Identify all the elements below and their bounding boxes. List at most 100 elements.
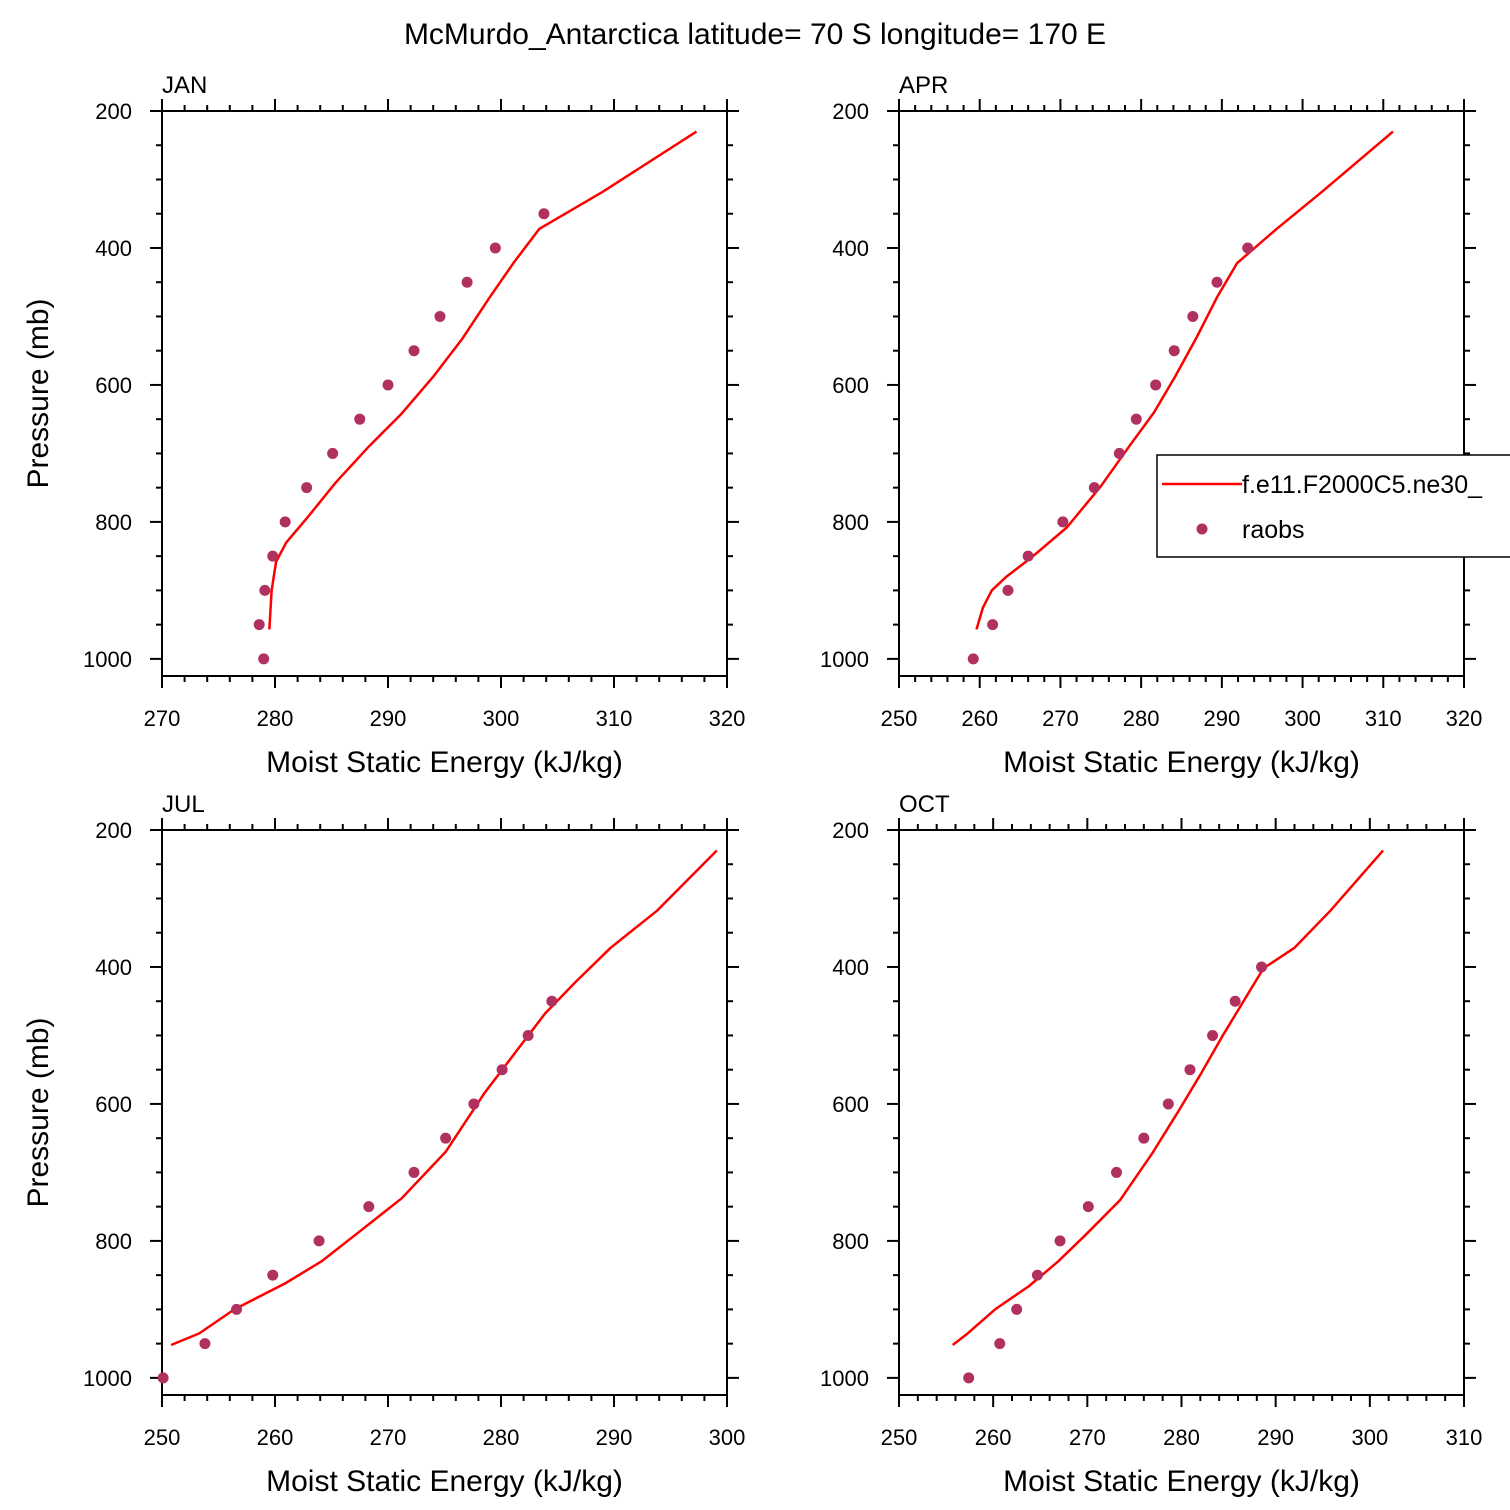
y-axis-title: Pressure (mb)	[22, 298, 55, 488]
raobs-point	[546, 995, 558, 1007]
x-tick-label: 310	[1446, 1425, 1483, 1450]
raobs-point	[354, 413, 366, 425]
raobs-point	[1088, 482, 1100, 494]
y-tick-label: 400	[95, 955, 132, 980]
panel-label: JAN	[162, 72, 207, 99]
raobs-point	[267, 1269, 279, 1281]
model-profile-line	[975, 130, 1394, 630]
y-tick-label: 800	[95, 510, 132, 535]
chart-panel-apr: 250 260 270 280 290 300 310 320 200 400 600 800 1000…	[820, 72, 1510, 779]
plot-frame	[161, 110, 728, 677]
raobs-point	[258, 653, 270, 665]
x-tick-label: 270	[144, 706, 181, 731]
plot-frame	[898, 829, 1465, 1396]
x-tick-label: 280	[257, 706, 294, 731]
y-tick-label: 400	[832, 236, 869, 261]
raobs-point	[434, 310, 446, 322]
raobs-point	[1242, 242, 1254, 254]
raobs-point	[408, 1166, 420, 1178]
raobs-point	[496, 1064, 508, 1076]
x-tick-label: 270	[1042, 706, 1079, 731]
raobs-point	[1162, 1098, 1174, 1110]
plot-frame	[161, 829, 728, 1396]
x-tick-label: 280	[483, 1425, 520, 1450]
raobs-point	[1187, 310, 1199, 322]
raobs-point	[313, 1235, 325, 1247]
y-tick-label: 200	[832, 818, 869, 843]
y-tick-label: 200	[95, 818, 132, 843]
panel-label: APR	[899, 72, 948, 99]
x-tick-label: 320	[1446, 706, 1483, 731]
raobs-point	[301, 482, 313, 494]
panel-label: JUL	[162, 791, 205, 818]
raobs-point	[363, 1201, 375, 1213]
raobs-point	[327, 447, 339, 459]
x-tick-label: 310	[596, 706, 633, 731]
x-tick-label: 300	[709, 1425, 746, 1450]
y-tick-label: 600	[95, 373, 132, 398]
y-tick-label: 1000	[820, 1366, 869, 1391]
x-tick-label: 290	[596, 1425, 633, 1450]
chart-panel-jan: 270 280 290 300 310 320 200 400 600 800 1000 JAN Moi…	[22, 72, 745, 779]
y-axis-title: Pressure (mb)	[22, 1017, 55, 1207]
raobs-point	[1031, 1269, 1043, 1281]
raobs-point	[1082, 1201, 1094, 1213]
model-profile-line	[268, 130, 698, 630]
raobs-point	[1168, 345, 1180, 357]
x-tick-label: 280	[1123, 706, 1160, 731]
raobs-point	[1207, 1029, 1219, 1041]
legend: f.e11.F2000C5.ne30_raobs	[1156, 454, 1510, 558]
y-tick-label: 400	[95, 236, 132, 261]
x-tick-label: 280	[1163, 1425, 1200, 1450]
raobs-point	[440, 1132, 452, 1144]
raobs-point	[279, 516, 291, 528]
y-tick-label: 1000	[83, 1366, 132, 1391]
y-tick-label: 600	[832, 1092, 869, 1117]
raobs-point	[382, 379, 394, 391]
x-tick-label: 260	[961, 706, 998, 731]
x-tick-label: 250	[144, 1425, 181, 1450]
chart-panel-jul: 250 260 270 280 290 300 200 400 600 800 1000 JUL Moi…	[22, 791, 745, 1498]
x-tick-label: 310	[1365, 706, 1402, 731]
raobs-point	[963, 1372, 975, 1384]
raobs-point	[267, 550, 279, 562]
x-tick-label: 320	[709, 706, 746, 731]
raobs-point	[1138, 1132, 1150, 1144]
x-tick-label: 300	[483, 706, 520, 731]
x-tick-label: 290	[1203, 706, 1240, 731]
raobs-point	[1150, 379, 1162, 391]
x-tick-label: 270	[1069, 1425, 1106, 1450]
panel-label: OCT	[899, 791, 950, 818]
raobs-point	[408, 345, 420, 357]
raobs-point	[253, 619, 265, 631]
raobs-point	[468, 1098, 480, 1110]
x-tick-label: 290	[370, 706, 407, 731]
model-profile-line	[951, 849, 1384, 1346]
x-tick-label: 260	[975, 1425, 1012, 1450]
y-tick-label: 800	[95, 1229, 132, 1254]
raobs-point	[199, 1338, 211, 1350]
raobs-point	[259, 584, 271, 596]
x-tick-label: 260	[257, 1425, 294, 1450]
figure-title: McMurdo_Antarctica latitude= 70 S longit…	[404, 18, 1106, 51]
y-tick-label: 200	[95, 99, 132, 124]
y-tick-label: 800	[832, 510, 869, 535]
x-tick-label: 250	[881, 1425, 918, 1450]
legend-model-label: f.e11.F2000C5.ne30_	[1242, 471, 1483, 499]
raobs-point	[1022, 550, 1034, 562]
y-tick-label: 1000	[820, 647, 869, 672]
x-axis-title: Moist Static Energy (kJ/kg)	[266, 1465, 623, 1498]
panels: 270 280 290 300 310 320 200 400 600 800 1000 JAN Moi…	[22, 72, 1510, 1498]
y-tick-label: 600	[832, 373, 869, 398]
raobs-point	[538, 208, 550, 220]
legend-box	[1156, 454, 1510, 558]
legend-marker-swatch	[1196, 523, 1208, 535]
raobs-point	[1130, 413, 1142, 425]
raobs-point	[157, 1372, 169, 1384]
raobs-point	[1229, 995, 1241, 1007]
y-tick-label: 200	[832, 99, 869, 124]
x-tick-label: 300	[1351, 1425, 1388, 1450]
y-tick-label: 600	[95, 1092, 132, 1117]
raobs-point	[1054, 1235, 1066, 1247]
